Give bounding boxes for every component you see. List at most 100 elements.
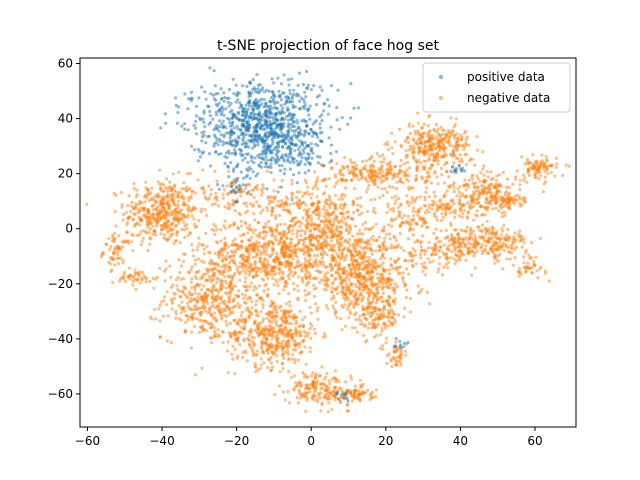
- negative-point: [305, 246, 309, 250]
- negative-point: [356, 209, 360, 213]
- negative-point: [469, 194, 473, 198]
- negative-point: [295, 200, 299, 204]
- negative-point: [337, 197, 341, 201]
- negative-point: [400, 353, 404, 357]
- negative-point: [322, 240, 326, 244]
- negative-point: [296, 358, 300, 362]
- negative-point: [352, 388, 356, 392]
- negative-point: [282, 255, 286, 260]
- negative-point: [327, 194, 331, 198]
- negative-point: [286, 358, 291, 362]
- negative-point: [381, 310, 385, 315]
- negative-point: [158, 168, 162, 172]
- negative-point: [348, 390, 352, 394]
- negative-point: [320, 365, 324, 369]
- negative-point: [503, 193, 508, 198]
- negative-point: [183, 329, 187, 333]
- negative-point: [424, 190, 428, 194]
- negative-point: [335, 252, 339, 256]
- negative-point: [405, 221, 409, 225]
- negative-point: [294, 216, 298, 220]
- negative-point: [358, 285, 362, 289]
- negative-point: [373, 178, 377, 182]
- negative-point: [128, 215, 132, 219]
- negative-point: [522, 261, 526, 265]
- negative-point: [276, 284, 280, 288]
- negative-point: [348, 290, 352, 294]
- negative-point: [250, 235, 254, 239]
- negative-point: [366, 326, 370, 330]
- negative-point: [169, 285, 174, 289]
- negative-point: [355, 330, 359, 334]
- negative-point: [332, 185, 336, 189]
- negative-point: [271, 242, 275, 246]
- negative-point: [309, 219, 313, 223]
- negative-point: [420, 142, 424, 146]
- negative-point: [225, 184, 229, 188]
- negative-point: [196, 245, 200, 249]
- negative-point: [222, 313, 227, 317]
- negative-point: [500, 202, 504, 206]
- negative-point: [283, 201, 287, 205]
- negative-point: [324, 202, 328, 206]
- negative-point: [254, 370, 258, 374]
- negative-point: [197, 292, 201, 296]
- negative-point: [323, 334, 327, 338]
- negative-point: [338, 237, 342, 241]
- negative-point: [326, 277, 330, 282]
- negative-point: [494, 247, 498, 251]
- negative-point: [324, 231, 328, 235]
- negative-point: [343, 156, 347, 160]
- negative-point: [264, 341, 269, 346]
- negative-point: [403, 306, 407, 310]
- negative-point: [308, 229, 312, 233]
- negative-point: [226, 245, 230, 249]
- negative-point: [282, 309, 286, 313]
- negative-point: [358, 250, 362, 254]
- negative-point: [174, 278, 178, 282]
- negative-point: [532, 166, 536, 170]
- negative-point: [189, 346, 193, 350]
- negative-point: [527, 174, 532, 178]
- negative-point: [333, 193, 337, 197]
- negative-point: [109, 245, 113, 249]
- negative-point: [507, 239, 511, 243]
- negative-point: [193, 373, 197, 377]
- negative-point: [196, 298, 200, 303]
- negative-point: [378, 176, 382, 180]
- negative-point: [464, 163, 469, 167]
- negative-point: [256, 221, 260, 225]
- negative-point: [522, 265, 526, 269]
- negative-point: [321, 253, 325, 257]
- negative-point: [488, 190, 492, 194]
- negative-point: [375, 294, 379, 299]
- negative-point: [256, 327, 261, 331]
- negative-point: [327, 401, 331, 405]
- negative-point: [228, 203, 232, 208]
- negative-point: [126, 274, 130, 279]
- negative-point: [359, 383, 363, 387]
- negative-point: [287, 229, 291, 233]
- negative-point: [416, 129, 420, 133]
- negative-point: [340, 212, 344, 216]
- negative-point: [284, 262, 288, 266]
- negative-point: [215, 198, 219, 202]
- negative-point: [357, 295, 361, 299]
- negative-point: [152, 286, 156, 290]
- negative-point: [190, 312, 194, 316]
- negative-point: [352, 202, 356, 206]
- negative-point: [122, 270, 127, 275]
- negative-point: [269, 299, 274, 303]
- negative-point: [248, 271, 252, 275]
- negative-point: [267, 318, 272, 323]
- negative-point: [210, 227, 214, 232]
- negative-point: [194, 305, 198, 309]
- negative-point: [315, 381, 319, 385]
- negative-point: [240, 239, 244, 243]
- negative-point: [308, 239, 312, 243]
- negative-point: [356, 244, 360, 248]
- negative-point: [162, 295, 167, 299]
- negative-point: [270, 213, 274, 217]
- negative-point: [212, 329, 216, 333]
- negative-point: [389, 246, 393, 250]
